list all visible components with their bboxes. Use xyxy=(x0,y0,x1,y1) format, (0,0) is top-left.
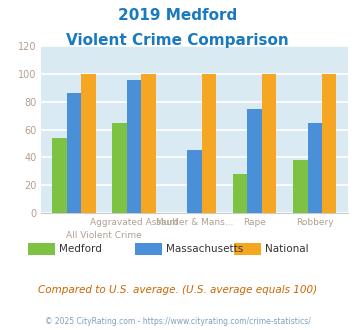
Text: Murder & Mans...: Murder & Mans... xyxy=(156,218,233,227)
Text: Compared to U.S. average. (U.S. average equals 100): Compared to U.S. average. (U.S. average … xyxy=(38,285,317,295)
Text: Violent Crime Comparison: Violent Crime Comparison xyxy=(66,33,289,48)
Bar xyxy=(293,160,307,213)
Text: Medford: Medford xyxy=(59,244,102,254)
Bar xyxy=(247,109,262,213)
Text: Aggravated Assault: Aggravated Assault xyxy=(90,218,179,227)
Text: Massachusetts: Massachusetts xyxy=(166,244,243,254)
Bar xyxy=(81,74,95,213)
Text: Robbery: Robbery xyxy=(296,218,334,227)
Bar xyxy=(307,122,322,213)
Bar xyxy=(202,74,216,213)
Bar xyxy=(52,138,67,213)
Text: Rape: Rape xyxy=(243,218,266,227)
Bar xyxy=(127,80,141,213)
Text: National: National xyxy=(265,244,309,254)
Bar xyxy=(141,74,156,213)
Text: All Violent Crime: All Violent Crime xyxy=(66,231,142,240)
Text: © 2025 CityRating.com - https://www.cityrating.com/crime-statistics/: © 2025 CityRating.com - https://www.city… xyxy=(45,317,310,326)
Bar xyxy=(233,174,247,213)
Bar xyxy=(187,150,202,213)
Bar xyxy=(322,74,337,213)
Bar xyxy=(67,93,81,213)
Bar xyxy=(262,74,276,213)
Text: 2019 Medford: 2019 Medford xyxy=(118,8,237,23)
Bar xyxy=(113,122,127,213)
